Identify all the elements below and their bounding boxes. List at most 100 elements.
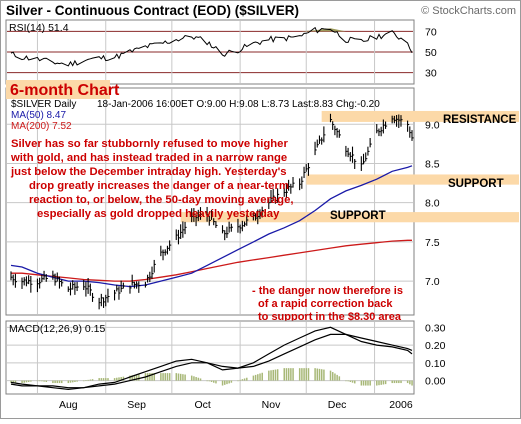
price-bar (149, 271, 152, 283)
macd-hist-bar (122, 376, 125, 381)
price-bar (83, 279, 86, 291)
price-bar (301, 176, 304, 189)
macd-hist-bar (391, 380, 393, 384)
commentary-line: drop greatly increases the danger of a n… (29, 180, 289, 192)
price-bar (362, 153, 366, 165)
price-bar (307, 162, 311, 176)
macd-hist-bar (138, 374, 140, 381)
price-bar (241, 220, 244, 232)
macd-tick-label: 0.20 (425, 340, 446, 352)
price-bar (323, 126, 326, 143)
macd-hist-bar (87, 379, 89, 381)
macd-tick-label: 0.00 (425, 376, 446, 388)
price-bar (67, 286, 70, 292)
macd-hist-bar (182, 374, 184, 381)
price-bar (10, 271, 13, 281)
macd-hist-bar (129, 375, 131, 381)
macd-signal-line (10, 333, 413, 389)
price-tick-label: 8.5 (425, 158, 440, 170)
price-bar (378, 128, 381, 137)
macd-hist-bar (400, 380, 402, 384)
price-bar (243, 221, 247, 227)
macd-hist-bar (398, 380, 400, 384)
price-bar (122, 282, 125, 289)
ma50-label: MA(50) 8.47 (11, 110, 66, 121)
macd-hist-bar (259, 373, 261, 381)
price-bar (409, 126, 412, 138)
macd-hist-bar (12, 380, 15, 384)
macd-hist-bar (318, 368, 321, 381)
macd-hist-bar (179, 373, 182, 381)
six-month-label: 6-month Chart (10, 82, 120, 99)
price-bar (329, 113, 333, 123)
macd-hist-bar (268, 370, 270, 381)
price-bar (285, 184, 289, 199)
support-label-upper: SUPPORT (448, 178, 504, 190)
macd-hist-bar (168, 373, 171, 381)
commentary-line: with gold, and has instead traded in a n… (10, 152, 287, 164)
price-bar (136, 281, 139, 289)
macd-hist-bar (153, 373, 156, 381)
price-tick-labels: 9.0 8.5 8.0 7.5 7.0 (425, 119, 440, 288)
rsi-tick-label: 30 (425, 68, 437, 80)
price-bar (118, 286, 121, 300)
commentary-line: just below the December intraday high. Y… (10, 166, 287, 178)
price-bar (321, 137, 324, 145)
price-bar (177, 229, 181, 245)
price-bar (39, 277, 42, 289)
macd-hist-bar (91, 379, 94, 381)
price-bar (105, 294, 108, 307)
price-bar (270, 189, 273, 204)
macd-hist-bar (395, 380, 398, 384)
support-label-lower: SUPPORT (330, 210, 386, 222)
macd-hist-bar (206, 380, 208, 382)
price-bar (334, 125, 337, 136)
price-bar (396, 114, 399, 127)
price-bar (182, 221, 185, 238)
price-bar (56, 272, 59, 282)
macd-hist-bar (362, 380, 365, 386)
macd-hist-bar (23, 380, 26, 383)
macd-hist-bar (71, 380, 74, 383)
macd-hist-bar (239, 379, 241, 381)
price-bar (120, 280, 123, 293)
macd-hist-bar (228, 380, 230, 384)
macd-hist-bar (303, 368, 305, 381)
macd-hist-bar (213, 380, 215, 383)
macd-tick-label: 0.10 (425, 358, 446, 370)
macd-hist-bar (162, 373, 164, 381)
macd-hist-bar (226, 380, 228, 385)
price-bar (347, 147, 350, 158)
price-bar (133, 281, 136, 289)
x-axis-labels: Aug Sep Oct Nov Dec 2006 (59, 399, 413, 411)
macd-hist-bar (210, 380, 213, 382)
macd-hist-bar (197, 377, 200, 381)
macd-line (10, 326, 413, 391)
price-bar (369, 137, 372, 148)
price-tick-label: 7.0 (425, 276, 440, 288)
price-bar (52, 270, 55, 280)
macd-hist-bar (30, 380, 32, 382)
price-bar (199, 207, 203, 220)
ma200-label: MA(200) 7.52 (11, 121, 72, 132)
macd-hist-bar (184, 374, 186, 381)
macd-hist-bar (166, 373, 169, 381)
macd-hist-bar (52, 380, 54, 384)
price-bar (354, 158, 357, 169)
price-bar (316, 139, 319, 148)
danger-line: to support in the $8.30 area (258, 311, 402, 323)
ma200-line (11, 239, 412, 282)
price-bar (116, 284, 119, 292)
price-bar (208, 215, 211, 226)
macd-hist-bar (376, 380, 378, 386)
price-bar (21, 277, 24, 289)
price-bar (144, 281, 148, 288)
macd-hist-bar (276, 369, 279, 381)
price-panel-frame (5, 87, 415, 316)
macd-hist-bar (116, 377, 118, 381)
ticker-label: $SILVER Daily (11, 99, 76, 110)
macd-hist-bar (38, 380, 41, 382)
price-bar (54, 273, 57, 286)
